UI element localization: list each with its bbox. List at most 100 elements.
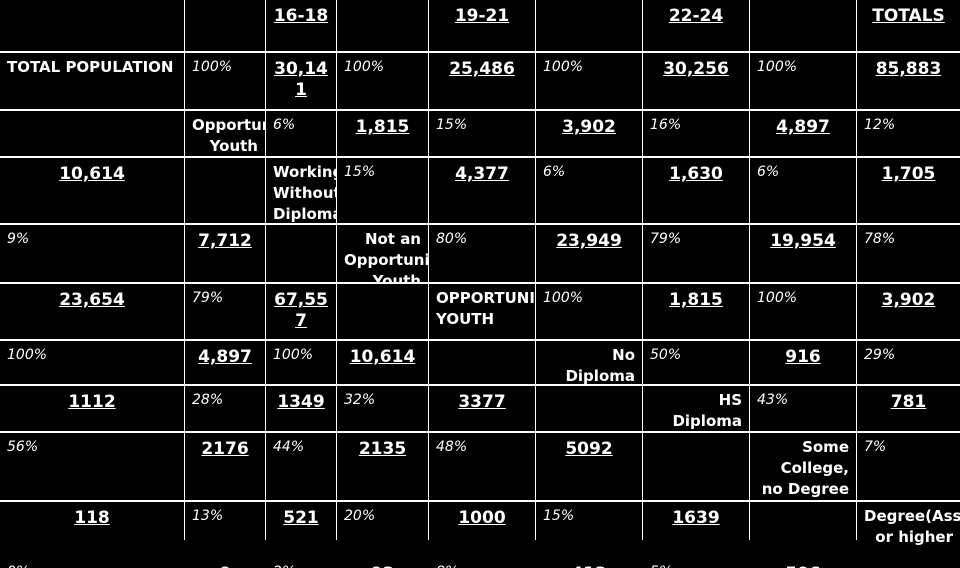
count-cell: 781 <box>857 386 960 431</box>
count-cell: 413 <box>536 558 642 568</box>
count-cell: 23,654 <box>0 284 184 339</box>
column-header: 19-21 <box>429 0 535 51</box>
percent-cell: 32% <box>337 386 428 431</box>
row-label: No Diploma <box>536 341 642 384</box>
percent-cell: 6% <box>750 158 856 223</box>
percent-cell: 48% <box>429 433 535 500</box>
header-corner <box>0 0 184 51</box>
count-cell: 118 <box>0 502 184 556</box>
count-cell: 1,630 <box>643 158 749 223</box>
count-cell: 1112 <box>0 386 184 431</box>
percent-cell: 6% <box>266 111 336 156</box>
count-cell: 93 <box>337 558 428 568</box>
column-header <box>337 0 428 51</box>
count-cell: 5092 <box>536 433 642 500</box>
count-cell: 521 <box>266 502 336 556</box>
percent-cell: 100% <box>750 53 856 109</box>
count-cell: 2176 <box>185 433 265 500</box>
filler-cell <box>643 433 749 500</box>
column-header <box>536 0 642 51</box>
percent-cell: 100% <box>337 53 428 109</box>
percent-cell: 29% <box>857 341 960 384</box>
count-cell: 10,614 <box>0 158 184 223</box>
percent-cell: 16% <box>643 111 749 156</box>
count-cell: 1000 <box>429 502 535 556</box>
count-cell: 4,897 <box>750 111 856 156</box>
percent-cell: 15% <box>429 111 535 156</box>
percent-cell: 80% <box>429 225 535 282</box>
percent-cell: 100% <box>266 341 336 384</box>
filler-cell <box>337 284 428 339</box>
percent-cell: 2% <box>266 558 336 568</box>
row-label: TOTAL POPULATION <box>0 53 184 109</box>
percent-cell: 78% <box>857 225 960 282</box>
percent-cell: 15% <box>536 502 642 556</box>
filler-cell <box>0 111 184 156</box>
percent-cell: 100% <box>750 284 856 339</box>
count-cell: 1,815 <box>643 284 749 339</box>
count-cell: 30,141 <box>266 53 336 109</box>
column-header: TOTALS <box>857 0 960 51</box>
filler-cell <box>266 225 336 282</box>
count-cell: 19,954 <box>750 225 856 282</box>
percent-cell: 20% <box>337 502 428 556</box>
count-cell: 67,557 <box>266 284 336 339</box>
percent-cell: 7% <box>857 433 960 500</box>
percent-cell: 50% <box>643 341 749 384</box>
count-cell: 3,902 <box>536 111 642 156</box>
row-label: OPPORTUNITY YOUTH <box>429 284 535 339</box>
percent-cell: 44% <box>266 433 336 500</box>
percent-cell: 0% <box>0 558 184 568</box>
count-cell: 0 <box>185 558 265 568</box>
count-cell: 85,883 <box>857 53 960 109</box>
filler-cell <box>750 502 856 556</box>
count-cell: 3,902 <box>857 284 960 339</box>
row-label: Degree(Associates or higher <box>857 502 960 556</box>
column-header <box>185 0 265 51</box>
percent-cell: 79% <box>643 225 749 282</box>
percent-cell: 15% <box>337 158 428 223</box>
count-cell: 23,949 <box>536 225 642 282</box>
count-cell: 1639 <box>643 502 749 556</box>
count-cell: 506 <box>750 558 856 568</box>
percent-cell: 9% <box>0 225 184 282</box>
percent-cell: 100% <box>536 284 642 339</box>
percent-cell: 79% <box>185 284 265 339</box>
percent-cell: 56% <box>0 433 184 500</box>
count-cell: 1349 <box>266 386 336 431</box>
percent-cell: 100% <box>536 53 642 109</box>
column-header <box>750 0 856 51</box>
count-cell: 10,614 <box>337 341 428 384</box>
column-header: 16-18 <box>266 0 336 51</box>
count-cell: 30,256 <box>643 53 749 109</box>
percent-cell: 12% <box>857 111 960 156</box>
filler-cell <box>185 158 265 223</box>
column-header: 22-24 <box>643 0 749 51</box>
row-label: Not an Opportunity Youth <box>337 225 428 282</box>
count-cell: 1,815 <box>337 111 428 156</box>
row-label: Opportunity Youth <box>185 111 265 156</box>
percent-cell: 8% <box>429 558 535 568</box>
filler-cell <box>857 558 960 568</box>
percent-cell: 100% <box>0 341 184 384</box>
row-label: Some College, no Degree <box>750 433 856 500</box>
percent-cell: 5% <box>643 558 749 568</box>
percent-cell: 6% <box>536 158 642 223</box>
percent-cell: 28% <box>185 386 265 431</box>
count-cell: 2135 <box>337 433 428 500</box>
count-cell: 3377 <box>429 386 535 431</box>
percent-cell: 100% <box>185 53 265 109</box>
count-cell: 1,705 <box>857 158 960 223</box>
count-cell: 916 <box>750 341 856 384</box>
row-label: Working Without Diploma <box>266 158 336 223</box>
filler-cell <box>429 341 535 384</box>
count-cell: 4,377 <box>429 158 535 223</box>
row-label: HS Diploma or GED <box>643 386 749 431</box>
percent-cell: 43% <box>750 386 856 431</box>
count-cell: 25,486 <box>429 53 535 109</box>
count-cell: 4,897 <box>185 341 265 384</box>
percent-cell: 13% <box>185 502 265 556</box>
count-cell: 7,712 <box>185 225 265 282</box>
filler-cell <box>536 386 642 431</box>
